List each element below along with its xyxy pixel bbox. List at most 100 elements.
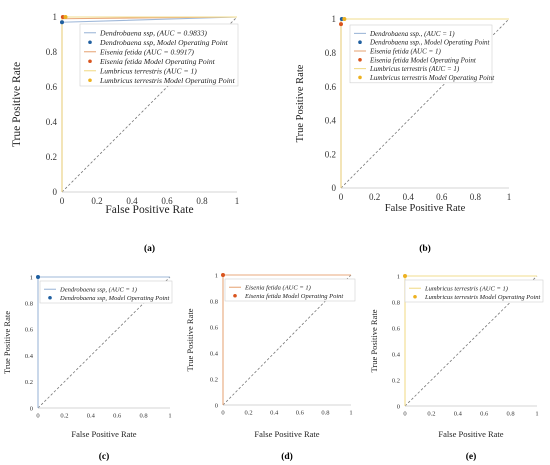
legend-entry: Lumbricus terrestris Model Operating Poi… xyxy=(369,74,495,82)
x-axis-label: False Positive Rate xyxy=(385,203,466,214)
x-tick-label: 0.4 xyxy=(454,411,463,418)
y-tick-label: 0.8 xyxy=(210,298,218,305)
y-tick-label: 1 xyxy=(215,272,218,279)
chart-panel-4: 0 0.2 0.4 0.6 0.8 1 0 0.2 0.4 0.6 0.8 1 False Positi… xyxy=(185,272,356,462)
legend-entry: Eisenia fetida (AUC = 1) xyxy=(369,47,441,55)
y-tick-label: 0 xyxy=(332,183,337,193)
legend-entry: Lumbricus terrestris (AUC = 1) xyxy=(369,65,460,73)
y-axis-label: True Positive Rate xyxy=(2,311,12,374)
x-tick-label: 0.6 xyxy=(161,196,173,206)
legend-entry: Lumbricus terrestris Model Operating Poi… xyxy=(99,76,236,85)
legend-entry: Dendrobaena ssp., (AUC = 1) xyxy=(369,30,455,38)
operating-point-1 xyxy=(403,274,407,278)
y-tick-label: 0.8 xyxy=(46,47,58,57)
legend-box xyxy=(404,279,544,303)
legend-box xyxy=(39,280,173,304)
legend-entry: Dendrobaena ssp, Model Operating Point xyxy=(99,38,229,47)
x-axis-label: False Positive Rate xyxy=(254,429,319,439)
x-tick-label: 0.2 xyxy=(369,192,380,202)
legend-entry: Eisenia fetida Model Operating Point xyxy=(99,57,216,66)
y-tick-label: 0.6 xyxy=(25,327,34,334)
y-tick-label: 0.2 xyxy=(210,376,218,383)
chance-diagonal xyxy=(222,274,352,406)
x-tick-label: 0.8 xyxy=(470,192,482,202)
legend-entry: Eisenia fetida Model Operating Point xyxy=(369,56,477,64)
y-tick-label: 0 xyxy=(30,405,33,412)
legend-entry: Dendrobaena ssp, (AUC = 1) xyxy=(59,287,137,294)
legend-entry: Eisenia fetida (AUC = 1) xyxy=(244,285,311,292)
y-tick-label: 0.8 xyxy=(25,300,33,307)
y-tick-label: 1 xyxy=(397,273,400,280)
y-tick-label: 0.4 xyxy=(25,353,34,360)
y-tick-label: 0.4 xyxy=(392,351,401,358)
y-tick-label: 1 xyxy=(53,12,58,22)
x-tick-label: 0 xyxy=(221,410,224,417)
x-tick-label: 0.8 xyxy=(140,413,148,420)
operating-point-5 xyxy=(63,15,68,19)
y-axis-label: True Positive Rate xyxy=(185,308,195,371)
x-tick-label: 0.6 xyxy=(436,192,448,202)
y-tick-label: 0.4 xyxy=(210,350,219,357)
panel-caption: (e) xyxy=(466,451,477,462)
x-tick-label: 1 xyxy=(507,192,512,202)
y-tick-label: 0.2 xyxy=(325,149,336,159)
y-tick-label: 0 xyxy=(215,402,218,409)
legend-entry: Dendrobaena ssp, (AUC = 0.9833) xyxy=(99,28,207,37)
x-tick-label: 1 xyxy=(349,410,352,417)
y-tick-label: 0.4 xyxy=(325,116,337,126)
legend-entry: Lumbricus terrestris (AUC = 1) xyxy=(99,66,197,75)
legend-entry: Eisenia fetida (AUC = 0.9917) xyxy=(99,47,194,56)
y-axis-label: True Positive Rate xyxy=(11,62,23,147)
x-tick-label: 0 xyxy=(36,413,39,420)
legend-box xyxy=(224,278,356,302)
x-tick-label: 0.8 xyxy=(507,411,515,418)
y-tick-label: 0.8 xyxy=(392,299,400,306)
x-axis-label: False Positive Rate xyxy=(105,204,193,216)
y-tick-label: 0.6 xyxy=(210,324,219,331)
panel-caption: (c) xyxy=(99,451,110,462)
y-tick-label: 1 xyxy=(30,274,33,281)
legend-point-swatch xyxy=(88,59,92,64)
legend-entry: Eisenia fetida Model Operating Point xyxy=(244,293,343,300)
x-tick-label: 1 xyxy=(235,196,240,206)
legend-point-swatch xyxy=(233,293,237,298)
y-tick-label: 0 xyxy=(53,187,58,197)
legend-point-swatch xyxy=(413,294,417,299)
x-tick-label: 0.4 xyxy=(270,410,279,417)
x-axis-label: False Positive Rate xyxy=(71,429,136,439)
y-tick-label: 1 xyxy=(332,14,337,24)
legend-entry: Lumbricus terrestris Model Operating Poi… xyxy=(424,294,541,301)
y-tick-label: 0.6 xyxy=(46,82,58,92)
chance-diagonal xyxy=(61,16,238,193)
x-tick-label: 0.6 xyxy=(113,413,122,420)
x-tick-label: 0.2 xyxy=(245,410,253,417)
x-tick-label: 0 xyxy=(339,192,344,202)
y-tick-label: 0.4 xyxy=(46,117,58,127)
x-tick-label: 1 xyxy=(168,413,171,420)
chart-panel-2: 0 0.2 0.4 0.6 0.8 1 0 0.2 0.4 0.6 0.8 1 False Positi… xyxy=(295,14,511,254)
operating-point-1 xyxy=(221,273,225,277)
y-tick-label: 0.8 xyxy=(325,48,337,58)
legend-entry: Lumbricus terrestris (AUC = 1) xyxy=(424,286,508,293)
y-tick-label: 0 xyxy=(397,403,400,410)
chart-panel-5: 0 0.2 0.4 0.6 0.8 1 0 0.2 0.4 0.6 0.8 1 False Positi… xyxy=(369,273,544,462)
x-tick-label: 0.4 xyxy=(403,192,415,202)
legend-entry: Dendrobaena ssp, Model Operating Point xyxy=(59,295,170,302)
y-tick-label: 0.2 xyxy=(46,152,57,162)
y-tick-label: 0.2 xyxy=(392,377,400,384)
legend-point-swatch xyxy=(88,40,92,45)
x-tick-label: 0.8 xyxy=(196,196,208,206)
y-axis-label: True Positive Rate xyxy=(295,64,306,142)
y-axis-label: True Positive Rate xyxy=(369,309,379,372)
x-tick-label: 0.6 xyxy=(480,411,489,418)
legend-point-swatch xyxy=(358,40,362,44)
x-tick-label: 0 xyxy=(60,196,65,206)
x-tick-label: 0 xyxy=(403,411,406,418)
operating-point-5 xyxy=(342,17,347,21)
y-tick-label: 0.6 xyxy=(392,325,401,332)
x-tick-label: 0.2 xyxy=(91,196,102,206)
x-tick-label: 0.2 xyxy=(60,413,68,420)
operating-point-1 xyxy=(60,20,64,25)
legend-point-swatch xyxy=(358,58,362,62)
y-tick-label: 0.2 xyxy=(25,379,33,386)
